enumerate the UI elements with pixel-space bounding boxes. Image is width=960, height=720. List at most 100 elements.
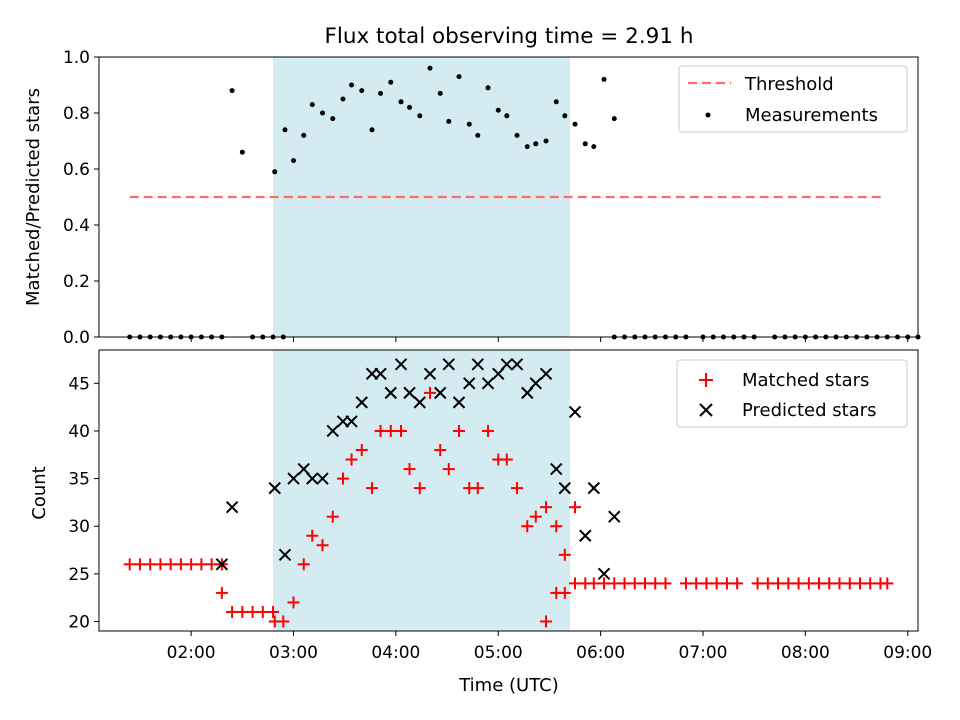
matched-star-marker — [277, 615, 290, 628]
bottom-y-tick-label: 25 — [68, 565, 90, 585]
matched-star-marker — [550, 520, 563, 533]
matched-star-marker — [174, 558, 187, 571]
measurement-point — [388, 79, 394, 85]
matched-star-marker — [772, 577, 785, 590]
measurement-point — [291, 158, 297, 164]
top-x-ticks — [190, 337, 909, 342]
figure-title: Flux total observing time = 2.91 h — [325, 24, 694, 49]
measurement-point — [601, 76, 607, 82]
matched-star-marker — [649, 577, 662, 590]
matched-star-marker — [521, 520, 534, 533]
matched-star-marker — [511, 482, 524, 495]
matched-star-marker — [205, 558, 218, 571]
measurement-point — [340, 96, 346, 102]
predicted-star-marker — [510, 358, 524, 371]
matched-star-marker — [297, 558, 310, 571]
x-tick-label: 04:00 — [371, 643, 420, 663]
x-tick-label: 02:00 — [167, 643, 216, 663]
top-y-tick-label: 1.0 — [63, 48, 90, 68]
predicted-star-marker — [587, 481, 601, 495]
matched-stars-points — [123, 386, 894, 628]
top-panel: 0.0 0.2 0.4 0.6 0.8 1.0 Matched/Predicted sta… — [23, 48, 921, 348]
predicted-star-marker — [326, 424, 339, 438]
measurement-point — [369, 127, 375, 133]
bottom-y-ticks: 20 25 30 35 40 45 — [68, 374, 99, 632]
matched-star-marker — [123, 558, 136, 571]
matched-star-marker — [690, 577, 703, 590]
matched-star-marker — [569, 577, 582, 590]
x-axis-label: Time (UTC) — [458, 675, 559, 696]
matched-star-marker — [424, 386, 437, 399]
measurement-point — [456, 74, 462, 80]
predicted-star-marker — [579, 529, 592, 542]
measurement-point — [485, 85, 491, 91]
bottom-y-tick-label: 40 — [68, 422, 90, 442]
matched-star-marker — [453, 424, 466, 437]
top-legend-box — [678, 65, 908, 133]
measurement-point — [398, 99, 404, 105]
top-y-tick-label: 0.0 — [63, 328, 90, 348]
top-y-tick-label: 0.4 — [63, 216, 90, 236]
top-plot-frame — [98, 56, 919, 338]
predicted-star-marker — [268, 481, 281, 495]
matched-star-marker — [316, 539, 329, 552]
predicted-star-marker — [500, 358, 514, 371]
legend-predicted-swatch — [699, 403, 713, 417]
matched-star-marker — [500, 453, 513, 466]
matched-star-marker — [628, 577, 641, 590]
measurement-point — [562, 113, 568, 119]
measurement-point — [437, 90, 443, 96]
matched-star-marker — [618, 577, 631, 590]
legend-matched-label: Matched stars — [742, 370, 869, 391]
measurement-point — [514, 132, 520, 138]
matched-star-marker — [164, 558, 177, 571]
measurement-point — [417, 113, 423, 119]
matched-star-marker — [823, 577, 836, 590]
matched-star-marker — [700, 577, 713, 590]
predicted-star-marker — [452, 396, 466, 409]
measurement-point — [582, 141, 588, 147]
predicted-star-marker — [550, 462, 563, 476]
predicted-star-marker — [394, 358, 408, 371]
matched-star-marker — [326, 510, 339, 523]
x-tick-label: 09:00 — [883, 643, 932, 663]
legend-matched-swatch — [699, 373, 713, 387]
matched-star-marker — [482, 424, 495, 437]
matched-star-marker — [864, 577, 877, 590]
matched-star-marker — [226, 605, 239, 618]
matched-star-marker — [403, 463, 416, 476]
bottom-y-tick-label: 20 — [68, 612, 90, 632]
measurement-point — [359, 88, 365, 94]
predicted-star-marker — [355, 396, 368, 409]
predicted-star-marker — [215, 558, 229, 571]
predicted-star-marker — [345, 415, 358, 428]
bottom-observing-span — [273, 350, 570, 631]
predicted-star-marker — [434, 386, 447, 400]
measurement-point — [475, 132, 481, 138]
predicted-star-marker — [374, 367, 387, 381]
bottom-y-axis-label: Count — [29, 466, 50, 519]
bottom-plot-frame — [98, 349, 919, 632]
bottom-panel: 20 25 30 35 40 45 02:00 03:00 04:00 05:00 06:00 07… — [29, 349, 932, 696]
top-observing-span — [273, 57, 570, 337]
top-y-tick-label: 0.8 — [63, 104, 90, 124]
matched-star-marker — [434, 444, 447, 457]
predicted-star-marker — [529, 377, 543, 390]
measurement-point — [466, 121, 472, 127]
matched-star-marker — [761, 577, 774, 590]
predicted-stars-points — [215, 358, 621, 581]
matched-star-marker — [679, 577, 692, 590]
matched-star-marker — [413, 482, 426, 495]
matched-star-marker — [813, 577, 826, 590]
matched-star-marker — [782, 577, 795, 590]
predicted-star-marker — [316, 472, 329, 485]
top-y-tick-label: 0.2 — [63, 272, 90, 292]
x-tick-label: 06:00 — [576, 643, 625, 663]
matched-star-marker — [345, 453, 358, 466]
measurement-point — [504, 113, 510, 119]
measurement-point — [611, 116, 617, 122]
matched-star-marker — [287, 596, 300, 609]
matched-star-marker — [587, 577, 600, 590]
matched-star-marker — [246, 605, 259, 618]
